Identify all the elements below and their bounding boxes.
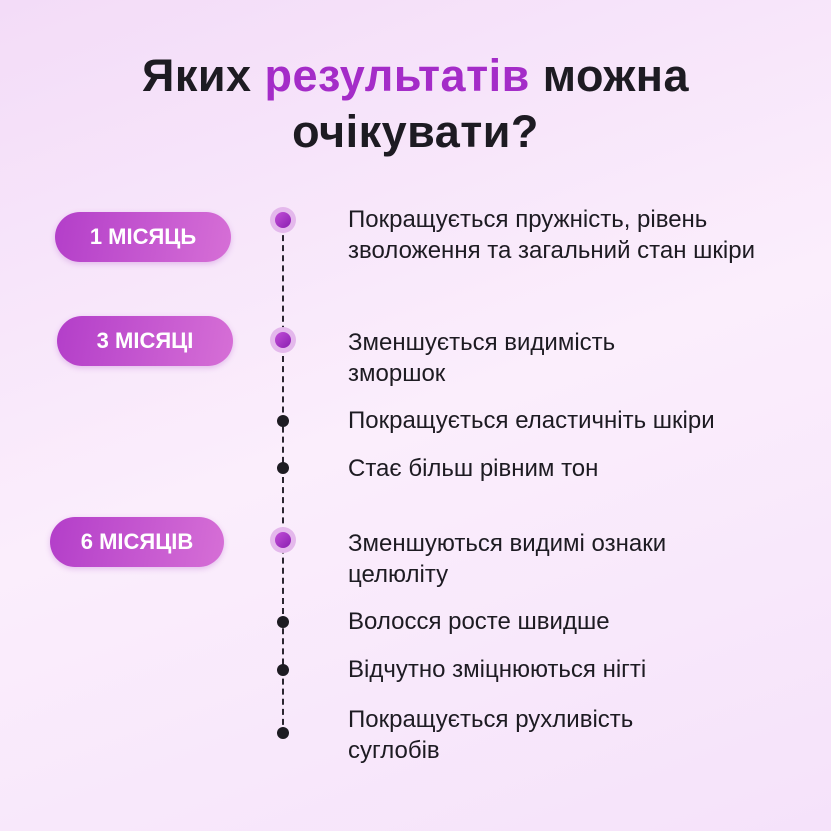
timeline-major-dot: [270, 207, 296, 233]
period-6-months: 6 МІСЯЦІВ: [50, 517, 224, 567]
timeline-dot: [277, 415, 289, 427]
title-text: можна: [529, 50, 690, 101]
result-item: Покращується еластичніть шкіри: [348, 407, 715, 434]
result-item: Зменшується видимість зморшок: [348, 329, 616, 387]
timeline-major-dot: [270, 527, 296, 553]
timeline-line: [282, 225, 284, 735]
period-3-months: 3 МІСЯЦІ: [57, 316, 233, 366]
page-title: Яких результатів можна очікувати?: [0, 48, 831, 160]
result-item: Зменшуються видимі ознаки целюліту: [348, 530, 667, 588]
result-item: Волосся росте швидше: [348, 608, 610, 635]
title-line2: очікувати?: [292, 106, 539, 157]
timeline-dot: [277, 664, 289, 676]
result-item: Покращується пружність, рівень зволоженн…: [348, 206, 755, 264]
timeline-dot: [277, 616, 289, 628]
timeline-major-dot: [270, 327, 296, 353]
timeline-dot: [277, 462, 289, 474]
result-item: Покращується рухливість суглобів: [348, 706, 634, 764]
title-text: Яких: [141, 50, 265, 101]
period-1-month: 1 МІСЯЦЬ: [55, 212, 231, 262]
result-item: Відчутно зміцнюються нігті: [348, 656, 647, 683]
title-highlight: результатів: [264, 50, 530, 101]
result-item: Стає більш рівним тон: [348, 455, 599, 482]
timeline-dot: [277, 727, 289, 739]
